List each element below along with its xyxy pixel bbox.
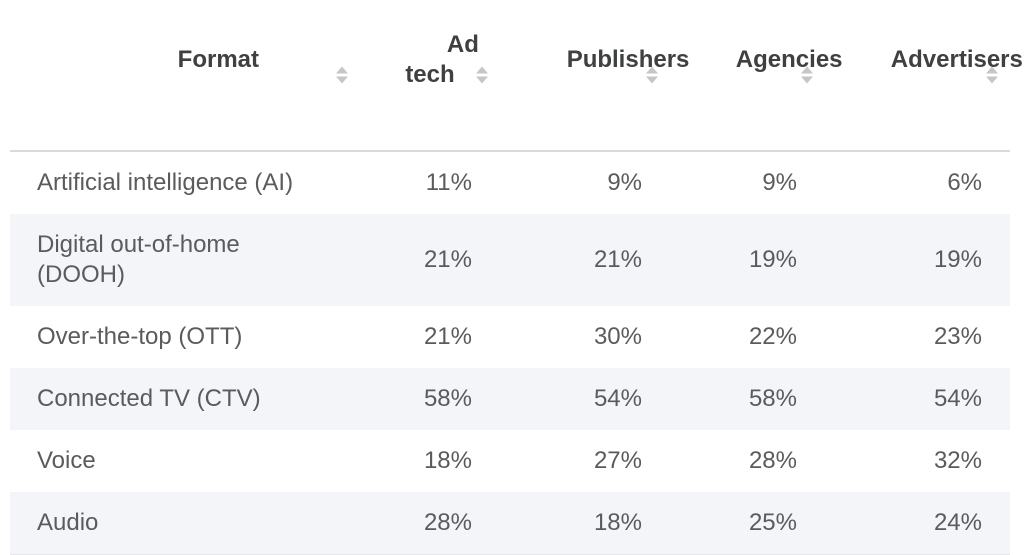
table-row-dooh: Digital out-of-home (DOOH) 21% 21% 19% 1… xyxy=(10,214,1010,306)
format-cell: Voice xyxy=(37,447,96,474)
format-cell: Artificial intelligence (AI) xyxy=(37,169,294,196)
sort-icon xyxy=(986,66,998,84)
sort-icon xyxy=(801,66,813,84)
column-header-format[interactable]: Format xyxy=(10,0,360,152)
advertisers-value-cell: 24% xyxy=(933,509,982,536)
agencies-value-cell: 22% xyxy=(748,323,797,350)
adtech-value-cell: 11% xyxy=(425,169,472,196)
adtech-value-cell: 21% xyxy=(423,246,472,273)
column-header-agencies[interactable]: Agencies xyxy=(670,0,843,152)
adtech-value-cell: 21% xyxy=(423,323,472,350)
sort-icon xyxy=(336,66,348,84)
column-header-adtech-label: Ad tech xyxy=(405,31,479,88)
sort-asc-icon xyxy=(801,66,813,74)
column-header-advertisers-label: Advertisers xyxy=(890,46,1023,73)
table-row-ai: Artificial intelligence (AI) 11% 9% 9% 6… xyxy=(10,151,1010,214)
sort-asc-icon xyxy=(646,66,658,74)
table-row-ctv: Connected TV (CTV) 58% 54% 58% 54% xyxy=(10,368,1010,430)
publishers-value-cell: 9% xyxy=(607,169,642,196)
header-row: Format Ad tech Publishers Agencies Adver… xyxy=(10,0,1023,152)
column-header-format-label: Format xyxy=(177,46,260,73)
publishers-value-cell: 18% xyxy=(593,509,642,536)
sort-icon xyxy=(646,66,658,84)
format-cell: Audio xyxy=(37,509,99,536)
format-cell: Connected TV (CTV) xyxy=(37,385,261,412)
column-header-adtech[interactable]: Ad tech xyxy=(360,0,500,152)
format-cell: Over-the-top (OTT) xyxy=(37,323,243,350)
sort-asc-icon xyxy=(336,66,348,74)
sort-desc-icon xyxy=(336,76,348,84)
column-header-advertisers[interactable]: Advertisers xyxy=(825,0,1023,152)
table-row-audio: Audio 28% 18% 25% 24% xyxy=(10,492,1010,555)
advertisers-value-cell: 23% xyxy=(933,323,982,350)
format-cell: Digital out-of-home (DOOH) xyxy=(37,231,240,288)
sort-desc-icon xyxy=(986,76,998,84)
sort-desc-icon xyxy=(801,76,813,84)
publishers-value-cell: 54% xyxy=(593,385,642,412)
publishers-value-cell: 27% xyxy=(593,447,642,474)
table-row-ott: Over-the-top (OTT) 21% 30% 22% 23% xyxy=(10,306,1010,368)
column-header-publishers[interactable]: Publishers xyxy=(500,0,689,152)
agencies-value-cell: 9% xyxy=(762,169,797,196)
column-header-agencies-label: Agencies xyxy=(735,46,843,73)
publishers-value-cell: 21% xyxy=(593,246,642,273)
sort-asc-icon xyxy=(986,66,998,74)
formats-survey-table: Format Ad tech Publishers Agencies Adver… xyxy=(10,0,1023,555)
sort-desc-icon xyxy=(646,76,658,84)
agencies-value-cell: 25% xyxy=(748,509,797,536)
column-header-publishers-label: Publishers xyxy=(566,46,690,73)
adtech-value-cell: 18% xyxy=(423,447,472,474)
table-row-voice: Voice 18% 27% 28% 32% xyxy=(10,430,1010,492)
agencies-value-cell: 28% xyxy=(748,447,797,474)
agencies-value-cell: 19% xyxy=(748,246,797,273)
adtech-value-cell: 58% xyxy=(423,385,472,412)
advertisers-value-cell: 54% xyxy=(933,385,982,412)
advertisers-value-cell: 19% xyxy=(933,246,982,273)
adtech-value-cell: 28% xyxy=(423,509,472,536)
advertisers-value-cell: 32% xyxy=(933,447,982,474)
advertisers-value-cell: 6% xyxy=(947,169,982,196)
publishers-value-cell: 30% xyxy=(593,323,642,350)
sort-icon xyxy=(476,66,488,84)
sort-asc-icon xyxy=(476,66,488,74)
agencies-value-cell: 58% xyxy=(748,385,797,412)
sort-desc-icon xyxy=(476,76,488,84)
